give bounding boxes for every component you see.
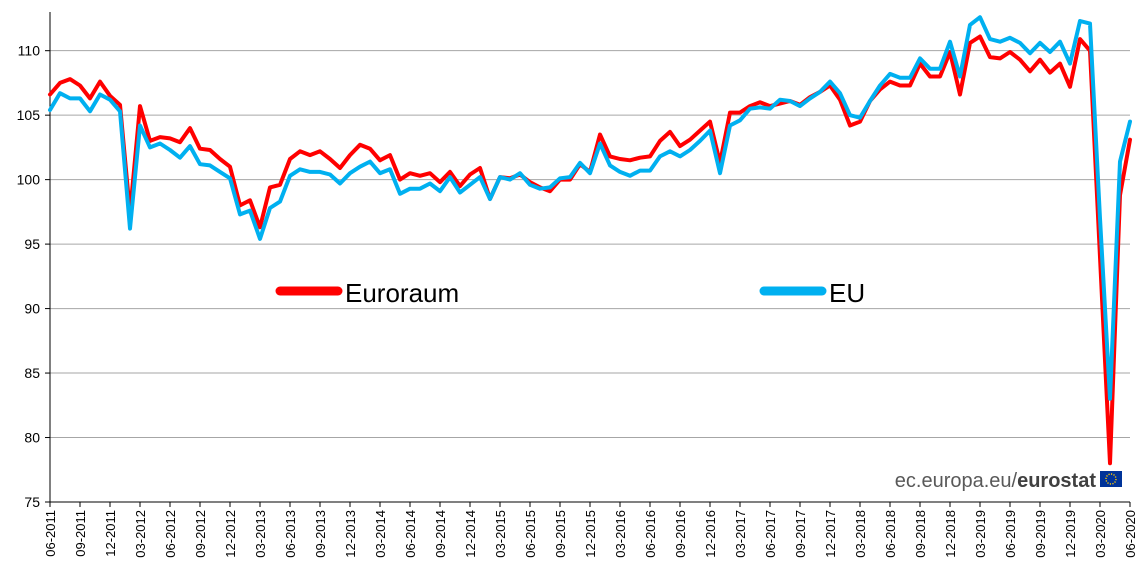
x-tick-label: 03-2013 (253, 510, 268, 558)
x-tick-label: 12-2016 (703, 510, 718, 558)
x-tick-label: 03-2017 (733, 510, 748, 558)
watermark-text: ec.europa.eu/eurostat (895, 470, 1097, 492)
x-tick-label: 12-2012 (223, 510, 238, 558)
x-tick-label: 12-2017 (823, 510, 838, 558)
x-tick-label: 03-2018 (853, 510, 868, 558)
x-tick-label: 06-2019 (1003, 510, 1018, 558)
eu-flag-icon (1100, 471, 1122, 487)
x-tick-label: 03-2019 (973, 510, 988, 558)
series-line-eu (48, 15, 1132, 401)
y-tick-label: 85 (24, 365, 40, 381)
legend-label-eu: EU (829, 278, 865, 308)
axes (49, 12, 1130, 503)
x-tick-label: 03-2020 (1093, 510, 1108, 558)
watermark-brand: eurostat (1017, 470, 1096, 492)
x-tick-label: 06-2013 (283, 510, 298, 558)
x-tick-label: 09-2011 (73, 510, 88, 557)
x-tick-label: 12-2018 (943, 510, 958, 558)
x-tick-label: 09-2018 (913, 510, 928, 558)
x-tick-label: 06-2014 (403, 510, 418, 558)
x-tick-label: 09-2012 (193, 510, 208, 558)
series-line-euroraum (48, 34, 1132, 466)
gridlines (50, 50, 1130, 439)
x-tick-label: 12-2019 (1063, 510, 1078, 558)
x-tick-label: 06-2020 (1123, 510, 1138, 558)
legend: Euroraum EU (275, 278, 865, 308)
y-tick-label: 110 (18, 43, 41, 59)
y-tick-label: 105 (17, 107, 41, 123)
x-tick-label: 12-2014 (463, 510, 478, 558)
x-tick-label: 06-2016 (643, 510, 658, 558)
legend-item-eu: EU (759, 278, 865, 308)
x-tick-label: 03-2014 (373, 510, 388, 558)
legend-label-euroraum: Euroraum (345, 278, 459, 308)
y-tick-label: 75 (24, 494, 40, 510)
y-tick-label: 80 (24, 430, 40, 446)
x-tick-label: 03-2016 (613, 510, 628, 558)
y-tick-label: 90 (24, 301, 40, 317)
x-tick-label: 06-2012 (163, 510, 178, 558)
x-tick-label: 03-2012 (133, 510, 148, 558)
x-tick-label: 12-2015 (583, 510, 598, 558)
x-tick-label: 06-2017 (763, 510, 778, 558)
x-axis-ticks: 06-2011 09-2011 12-2011 03-2012 06-2012 09-20… (43, 502, 1138, 558)
x-tick-label: 09-2013 (313, 510, 328, 558)
eurostat-watermark: ec.europa.eu/eurostat (895, 470, 1122, 492)
x-tick-label: 09-2017 (793, 510, 808, 558)
legend-item-euroraum: Euroraum (275, 278, 459, 308)
x-tick-label: 06-2018 (883, 510, 898, 558)
y-tick-label: 95 (24, 236, 40, 252)
y-tick-label: 100 (17, 172, 41, 188)
x-tick-label: 09-2015 (553, 510, 568, 558)
x-tick-label: 12-2013 (343, 510, 358, 558)
watermark-site: ec.europa.eu/ (895, 470, 1018, 492)
y-axis-ticks: 75 80 85 90 95 100 105 110 (17, 43, 50, 510)
series-lines (48, 15, 1132, 466)
x-tick-label: 03-2015 (493, 510, 508, 558)
x-tick-label: 09-2014 (433, 510, 448, 558)
x-tick-label: 09-2019 (1033, 510, 1048, 558)
x-tick-label: 12-2011 (103, 510, 118, 557)
x-tick-label: 09-2016 (673, 510, 688, 558)
x-tick-label: 06-2015 (523, 510, 538, 558)
x-tick-label: 06-2011 (43, 510, 58, 557)
